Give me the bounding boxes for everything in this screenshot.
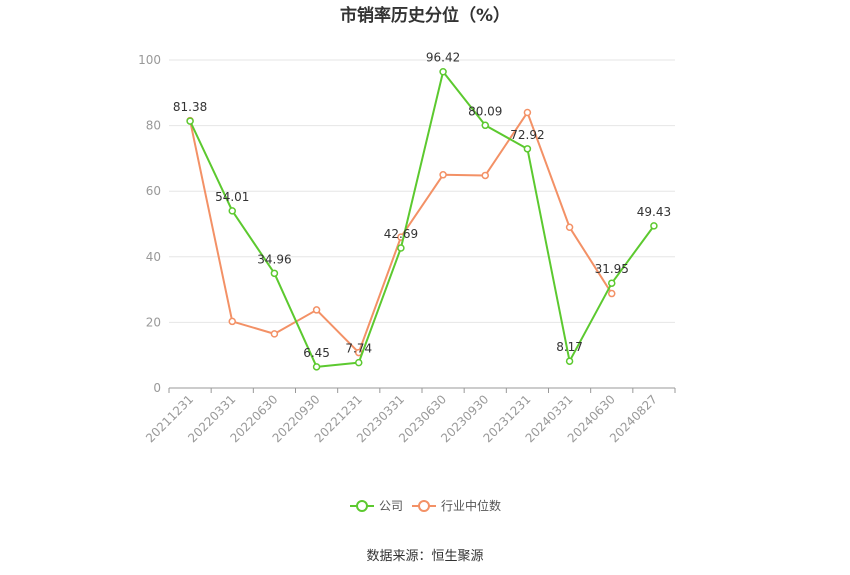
y-tick-label: 40 (146, 250, 161, 264)
data-label: 7.74 (345, 342, 372, 356)
data-label: 49.43 (637, 205, 671, 219)
data-point (439, 171, 447, 179)
data-point (523, 145, 532, 153)
y-tick-label: 80 (146, 119, 161, 133)
source-text: 数据来源：恒生聚源 (366, 549, 483, 564)
y-tick-label: 20 (146, 315, 161, 329)
data-label: 31.95 (595, 262, 629, 276)
data-point (608, 289, 616, 298)
data-point (565, 357, 574, 365)
y-tick-label: 0 (153, 381, 161, 395)
y-tick-label: 100 (138, 53, 161, 67)
legend-label: 行业中位数 (441, 498, 501, 513)
data-point (481, 171, 489, 180)
data-point (481, 121, 489, 130)
legend-label: 公司 (379, 499, 403, 513)
y-tick-label: 60 (146, 184, 161, 198)
data-label: 81.38 (173, 100, 207, 114)
data-point (186, 117, 194, 125)
data-point (650, 222, 658, 230)
series-line (189, 70, 655, 368)
series-layer (186, 67, 658, 371)
data-label: 34.96 (257, 252, 291, 266)
data-point (565, 223, 574, 232)
data-point (355, 358, 363, 367)
data-point (397, 244, 405, 252)
data-point (312, 306, 321, 314)
chart-title: 市销率历史分位（%） (340, 5, 510, 26)
data-point (270, 330, 279, 338)
data-point (228, 207, 236, 215)
data-label: 42.69 (384, 227, 418, 241)
data-point (228, 317, 236, 326)
data-label: 8.17 (556, 340, 583, 354)
legend-marker (418, 500, 430, 512)
axes: 0204060801002021123120220331202206302022… (138, 53, 676, 445)
legend-marker (356, 500, 368, 512)
data-point (608, 279, 616, 287)
data-point (270, 269, 279, 278)
data-label: 72.92 (510, 128, 544, 142)
data-label: 96.42 (426, 51, 460, 65)
data-point (523, 108, 532, 117)
data-point (312, 363, 321, 371)
data-label: 54.01 (215, 190, 249, 204)
data-labels: 81.38 54.01 34.96 6.45 7.74 42.69 96.42 80.09 72… (173, 51, 671, 360)
data-point (439, 67, 447, 76)
legend[interactable]: 公司 行业中位数 (350, 498, 501, 513)
data-label: 6.45 (303, 346, 330, 360)
data-label: 80.09 (468, 104, 502, 118)
